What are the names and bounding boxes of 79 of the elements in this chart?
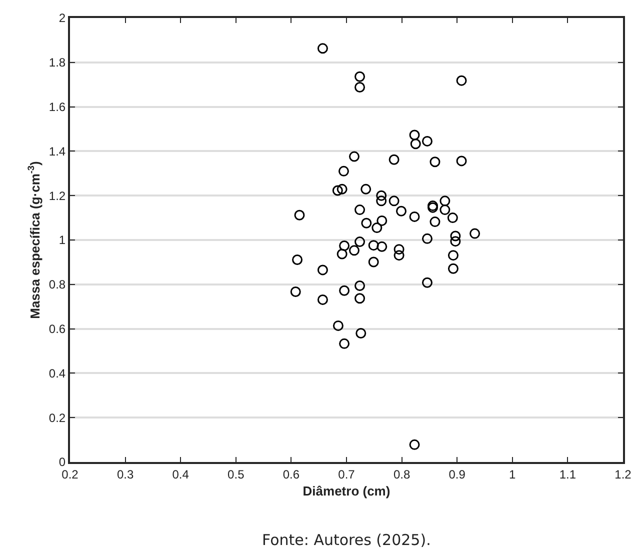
y-tick-label: 0.6 xyxy=(48,322,66,336)
x-tick-label: 1 xyxy=(509,467,516,482)
point xyxy=(354,280,366,291)
point xyxy=(422,233,432,244)
point xyxy=(339,285,350,296)
x-tick-label: 0.7 xyxy=(338,467,356,482)
point xyxy=(361,218,372,228)
point xyxy=(336,248,348,260)
x-tick-label: 0.4 xyxy=(172,467,190,482)
point xyxy=(290,286,301,297)
point xyxy=(339,338,350,349)
point xyxy=(332,320,344,331)
y-tick-label: 1.4 xyxy=(48,144,66,158)
point xyxy=(317,43,328,54)
y-tick-label: 0.4 xyxy=(48,366,66,380)
point xyxy=(430,216,440,228)
point xyxy=(354,71,366,82)
y-tick-label: 1 xyxy=(58,233,66,248)
point xyxy=(448,250,458,261)
point xyxy=(354,236,366,248)
point xyxy=(354,293,366,304)
point xyxy=(348,151,360,162)
point xyxy=(317,264,328,276)
y-tick-label: 0 xyxy=(58,455,66,470)
point xyxy=(470,228,480,239)
y-tick-label: 1.6 xyxy=(48,100,66,114)
point xyxy=(354,204,366,216)
point xyxy=(450,236,461,247)
point xyxy=(394,244,404,255)
point xyxy=(332,185,343,196)
x-tick-label: 1.1 xyxy=(559,467,576,482)
x-tick-label: 1.2 xyxy=(614,467,632,482)
x-tick-label: 0.8 xyxy=(393,467,410,482)
y-tick-label: 0.8 xyxy=(48,278,66,292)
point xyxy=(450,230,461,242)
point xyxy=(394,250,404,261)
point xyxy=(354,82,366,93)
point xyxy=(360,184,372,194)
x-axis-title: Diâmetro (cm) xyxy=(302,484,390,498)
point xyxy=(336,184,348,194)
point xyxy=(448,263,458,274)
point xyxy=(396,206,406,216)
point xyxy=(409,130,420,140)
point xyxy=(356,328,366,338)
x-tick-label: 0.6 xyxy=(282,467,300,482)
point xyxy=(447,212,458,224)
point xyxy=(422,136,432,146)
point xyxy=(338,166,349,176)
y-tick-label: 1.8 xyxy=(48,56,66,70)
point xyxy=(440,196,450,206)
point xyxy=(294,210,305,220)
point xyxy=(456,75,467,86)
point xyxy=(376,196,387,206)
point xyxy=(292,254,303,266)
source-note: Fonte: Autores (2025). xyxy=(262,531,431,549)
point xyxy=(372,222,382,234)
y-tick-label: 0.2 xyxy=(48,410,66,425)
x-tick-label: 0.5 xyxy=(228,467,245,482)
point xyxy=(376,241,388,252)
point xyxy=(376,215,388,226)
point xyxy=(456,156,467,166)
point xyxy=(317,294,328,305)
point xyxy=(430,156,440,168)
point xyxy=(409,211,420,222)
point xyxy=(376,190,387,201)
point xyxy=(388,196,400,206)
point xyxy=(339,240,350,252)
point xyxy=(348,245,360,256)
point xyxy=(410,138,421,150)
y-tick-label: 2 xyxy=(58,11,66,26)
point xyxy=(388,154,400,165)
point xyxy=(368,256,379,268)
point xyxy=(422,277,432,288)
x-tick-label: 0.9 xyxy=(448,467,466,482)
point xyxy=(368,240,379,251)
point xyxy=(409,439,420,450)
x-tick-label: 0.3 xyxy=(116,467,134,482)
y-tick-label: 1.2 xyxy=(48,188,66,203)
point xyxy=(440,204,450,216)
